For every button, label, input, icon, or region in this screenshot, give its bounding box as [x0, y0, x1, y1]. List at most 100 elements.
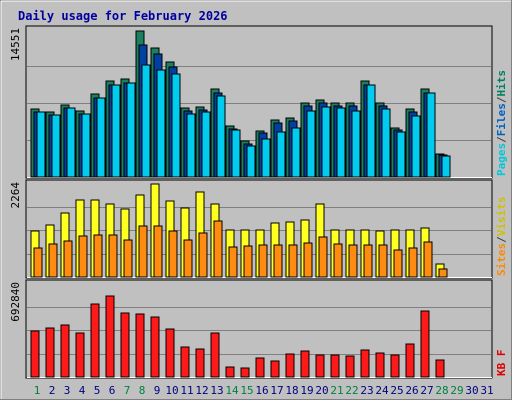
bar-sites-day-20: [318, 236, 328, 278]
bar-kbytes-day-18: [285, 353, 295, 378]
bar-sites-day-19: [303, 242, 313, 278]
legend-entry-1-2: Visits: [495, 197, 508, 237]
bar-sites-day-12: [198, 232, 208, 278]
bar-pages-day-19: [306, 110, 316, 178]
bar-sites-day-18: [288, 244, 298, 278]
legend-entry-0-3: /: [495, 96, 508, 103]
bar-pages-day-24: [381, 108, 391, 178]
max-label-hits-files-pages: 14551: [9, 28, 22, 61]
bar-kbytes-day-28: [435, 359, 445, 378]
bar-pages-day-27: [426, 92, 436, 178]
x-tick-label-day-22: 22: [345, 384, 358, 397]
bar-sites-day-26: [408, 247, 418, 278]
x-tick-label-day-8: 8: [139, 384, 146, 397]
bar-kbytes-day-1: [30, 330, 40, 378]
x-tick-label-day-4: 4: [79, 384, 86, 397]
x-tick-label-day-19: 19: [300, 384, 313, 397]
x-tick-label-day-15: 15: [240, 384, 253, 397]
bar-kbytes-day-22: [345, 355, 355, 378]
bar-kbytes-day-17: [270, 360, 280, 378]
legend-entry-1-1: /: [495, 236, 508, 243]
bar-kbytes-day-12: [195, 348, 205, 378]
bar-sites-day-15: [243, 245, 253, 278]
bar-kbytes-day-6: [105, 295, 115, 378]
x-tick-label-day-6: 6: [109, 384, 116, 397]
x-tick-label-day-3: 3: [64, 384, 71, 397]
bar-pages-day-1: [36, 111, 46, 178]
x-tick-label-day-27: 27: [420, 384, 433, 397]
bar-sites-day-25: [393, 249, 403, 278]
legend-entry-1-0: Sites: [495, 243, 508, 276]
bar-pages-day-18: [291, 127, 301, 178]
x-tick-label-day-20: 20: [315, 384, 328, 397]
x-tick-label-day-24: 24: [375, 384, 389, 397]
bar-kbytes-day-21: [330, 354, 340, 378]
max-label-kbytes: 692840: [9, 282, 22, 322]
bar-pages-day-3: [66, 107, 76, 178]
x-tick-label-day-11: 11: [180, 384, 193, 397]
x-tick-label-day-16: 16: [255, 384, 268, 397]
x-tick-label-day-10: 10: [165, 384, 178, 397]
x-tick-label-day-29: 29: [450, 384, 463, 397]
x-tick-label-day-25: 25: [390, 384, 403, 397]
x-tick-label-day-1: 1: [34, 384, 41, 397]
bar-sites-day-5: [93, 234, 103, 278]
bar-pages-day-13: [216, 95, 226, 178]
bar-sites-day-4: [78, 235, 88, 278]
bar-kbytes-day-11: [180, 346, 190, 378]
bar-kbytes-day-5: [90, 303, 100, 378]
bar-kbytes-day-24: [375, 352, 385, 378]
bar-pages-day-4: [81, 113, 91, 178]
bar-sites-day-13: [213, 220, 223, 278]
legend-entry-0-4: Hits: [495, 70, 508, 97]
bar-sites-day-1: [33, 247, 43, 278]
bar-sites-day-3: [63, 240, 73, 278]
bar-sites-day-14: [228, 246, 238, 278]
legend-kbytes: KB F: [495, 350, 508, 377]
bar-pages-day-2: [51, 114, 61, 178]
x-tick-label-day-12: 12: [195, 384, 208, 397]
bar-sites-day-10: [168, 230, 178, 278]
bar-pages-day-11: [186, 113, 196, 178]
bar-kbytes-day-8: [135, 313, 145, 378]
x-tick-label-day-2: 2: [49, 384, 56, 397]
bar-kbytes-day-2: [45, 327, 55, 378]
bar-sites-day-23: [363, 244, 373, 278]
legend-visits-sites: Sites/Visits: [495, 197, 508, 277]
bar-pages-day-17: [276, 131, 286, 178]
bar-pages-day-5: [96, 97, 106, 178]
bar-pages-day-21: [336, 107, 346, 178]
bar-pages-day-12: [201, 111, 211, 178]
x-tick-label-day-31: 31: [480, 384, 493, 397]
bar-pages-day-26: [411, 115, 421, 178]
x-tick-label-day-21: 21: [330, 384, 343, 397]
bar-kbytes-day-15: [240, 367, 250, 378]
bar-kbytes-day-20: [315, 354, 325, 378]
bar-kbytes-day-9: [150, 316, 160, 378]
bar-sites-day-28: [438, 268, 448, 278]
bar-pages-day-6: [111, 84, 121, 178]
bar-pages-day-22: [351, 110, 361, 178]
max-label-visits-sites: 2264: [9, 182, 22, 209]
bar-kbytes-day-14: [225, 366, 235, 378]
bar-pages-day-16: [261, 138, 271, 178]
bar-pages-day-9: [156, 69, 166, 178]
x-tick-label-day-18: 18: [285, 384, 298, 397]
bar-pages-day-15: [246, 145, 256, 178]
bar-pages-day-20: [321, 106, 331, 178]
legend-entry-0-1: /: [495, 136, 508, 143]
bar-sites-day-9: [153, 225, 163, 278]
bar-kbytes-day-19: [300, 350, 310, 378]
bar-sites-day-27: [423, 241, 433, 278]
bar-sites-day-24: [378, 244, 388, 278]
x-tick-label-day-17: 17: [270, 384, 283, 397]
bar-kbytes-day-3: [60, 324, 70, 378]
bar-sites-day-2: [48, 243, 58, 278]
bar-kbytes-day-4: [75, 332, 85, 378]
bar-pages-day-14: [231, 129, 241, 178]
x-tick-label-day-28: 28: [435, 384, 448, 397]
bar-kbytes-day-23: [360, 349, 370, 378]
legend-entry-2-0: KB F: [495, 350, 508, 377]
